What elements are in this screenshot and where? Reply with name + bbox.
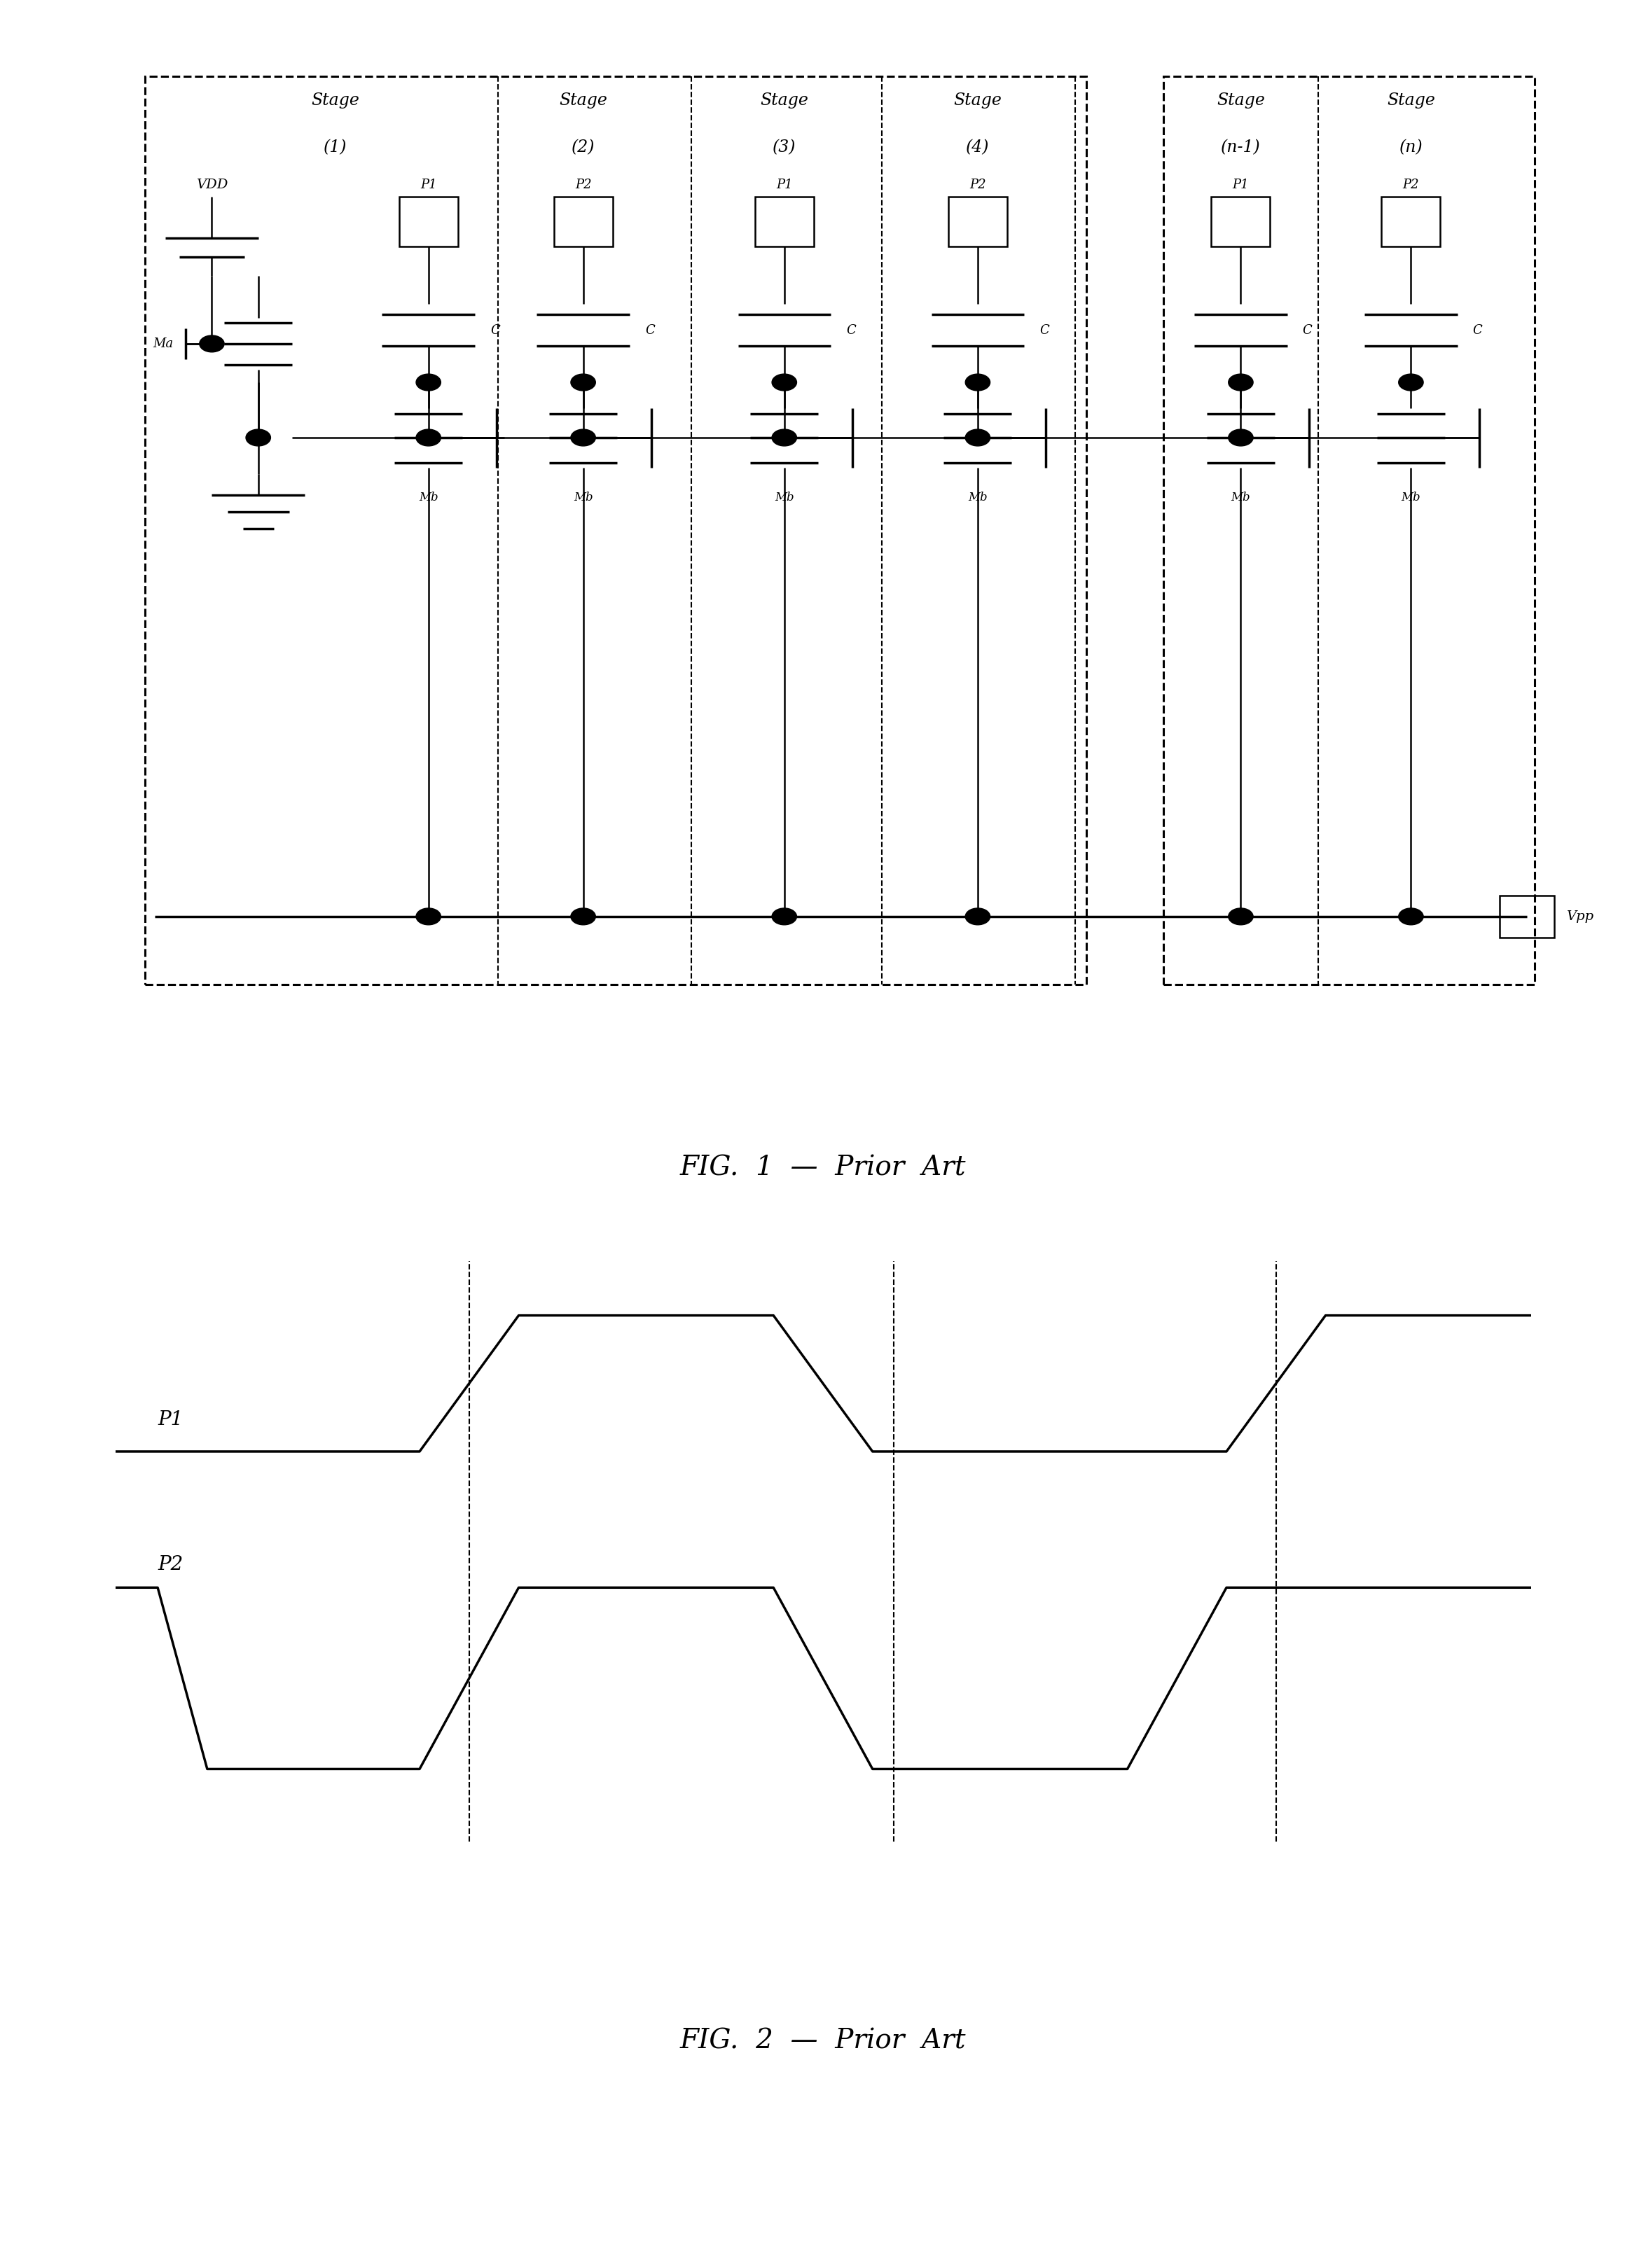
Text: (1): (1) xyxy=(324,138,347,156)
Text: Stage: Stage xyxy=(953,93,1002,109)
Bar xyxy=(145,77,1086,984)
Text: Ma: Ma xyxy=(153,338,173,349)
Text: VDD: VDD xyxy=(196,179,227,191)
Text: Vpp: Vpp xyxy=(1567,909,1593,923)
Text: Stage: Stage xyxy=(311,93,360,109)
Bar xyxy=(553,197,612,247)
Text: (n): (n) xyxy=(1399,138,1422,156)
Text: C: C xyxy=(846,324,856,336)
Circle shape xyxy=(965,374,991,390)
Circle shape xyxy=(245,429,270,447)
Text: C: C xyxy=(1040,324,1049,336)
Bar xyxy=(1164,77,1534,984)
Bar xyxy=(1381,197,1440,247)
Text: Stage: Stage xyxy=(760,93,808,109)
Text: C: C xyxy=(1302,324,1312,336)
Text: (n-1): (n-1) xyxy=(1221,138,1261,156)
Bar xyxy=(1211,197,1271,247)
Text: Mb: Mb xyxy=(1401,492,1420,503)
Circle shape xyxy=(1228,429,1253,447)
Text: FIG.  2  —  Prior  Art: FIG. 2 — Prior Art xyxy=(680,2028,966,2055)
Text: (3): (3) xyxy=(772,138,797,156)
Bar xyxy=(948,197,1007,247)
Text: P2: P2 xyxy=(1402,179,1419,191)
Text: C: C xyxy=(645,324,655,336)
Text: Mb: Mb xyxy=(968,492,988,503)
Text: C: C xyxy=(491,324,500,336)
Circle shape xyxy=(772,429,797,447)
Text: P2: P2 xyxy=(969,179,986,191)
Bar xyxy=(1500,896,1554,937)
Text: FIG.  1  —  Prior  Art: FIG. 1 — Prior Art xyxy=(680,1154,966,1182)
Circle shape xyxy=(571,374,596,390)
Text: P1: P1 xyxy=(775,179,793,191)
Text: Stage: Stage xyxy=(560,93,607,109)
Text: (4): (4) xyxy=(966,138,989,156)
Circle shape xyxy=(416,374,441,390)
Circle shape xyxy=(1228,907,1253,925)
Circle shape xyxy=(772,374,797,390)
Bar xyxy=(756,197,813,247)
Circle shape xyxy=(772,907,797,925)
Text: Stage: Stage xyxy=(1388,93,1435,109)
Circle shape xyxy=(571,907,596,925)
Text: Stage: Stage xyxy=(1216,93,1264,109)
Circle shape xyxy=(416,907,441,925)
Circle shape xyxy=(571,429,596,447)
Circle shape xyxy=(416,429,441,447)
Circle shape xyxy=(199,336,224,352)
Text: P1: P1 xyxy=(420,179,436,191)
Text: P2: P2 xyxy=(574,179,591,191)
Text: P1: P1 xyxy=(1233,179,1249,191)
Circle shape xyxy=(1399,907,1424,925)
Bar xyxy=(398,197,458,247)
Circle shape xyxy=(1228,374,1253,390)
Circle shape xyxy=(1399,374,1424,390)
Circle shape xyxy=(965,429,991,447)
Circle shape xyxy=(965,907,991,925)
Text: C: C xyxy=(1473,324,1483,336)
Text: P2: P2 xyxy=(158,1556,183,1574)
Text: Mb: Mb xyxy=(1231,492,1251,503)
Text: Mb: Mb xyxy=(418,492,438,503)
Text: Mb: Mb xyxy=(775,492,793,503)
Text: Mb: Mb xyxy=(573,492,593,503)
Text: (2): (2) xyxy=(571,138,594,156)
Text: P1: P1 xyxy=(158,1411,183,1429)
